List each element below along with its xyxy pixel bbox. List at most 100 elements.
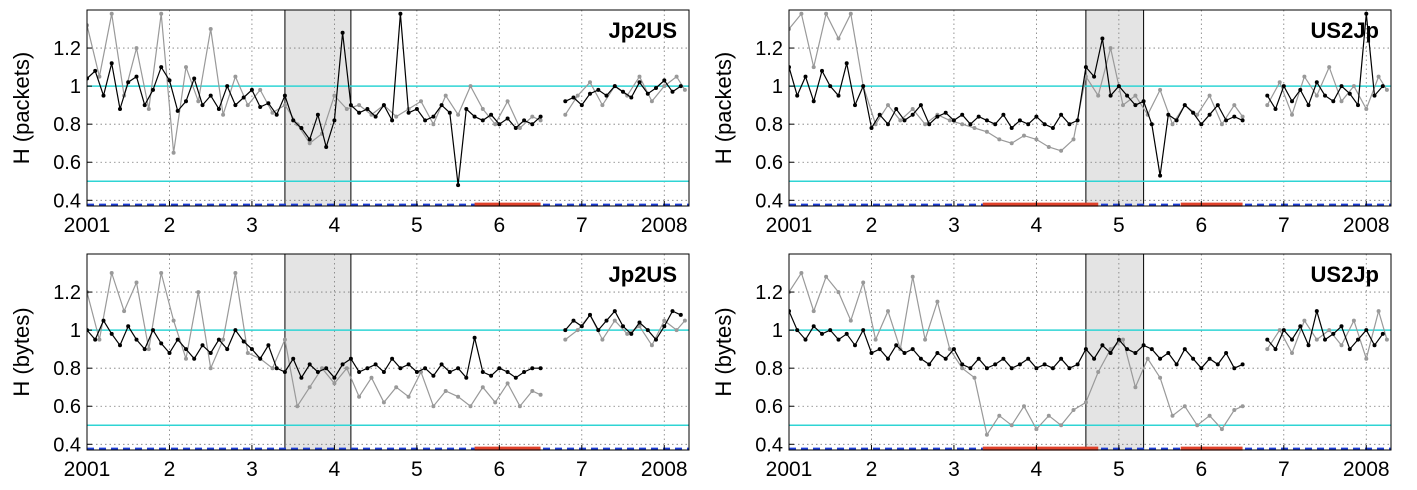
data-point-gray	[1277, 80, 1282, 85]
data-point-black	[894, 343, 899, 348]
data-point-black	[1347, 91, 1352, 96]
data-point-black	[398, 11, 403, 16]
data-point-black	[877, 112, 882, 117]
data-point-gray	[836, 290, 841, 295]
data-point-gray	[456, 394, 461, 399]
data-point-gray	[134, 46, 139, 51]
data-point-gray	[1290, 112, 1294, 117]
data-point-gray	[1314, 337, 1319, 342]
x-tick-label: 7	[576, 214, 588, 237]
data-point-black	[1009, 366, 1014, 371]
data-point-black	[381, 103, 386, 108]
data-point-black	[192, 356, 197, 361]
y-tick-label: 0.8	[755, 114, 783, 136]
data-point-black	[530, 122, 535, 127]
data-point-black	[365, 107, 370, 111]
data-point-black	[456, 366, 461, 371]
data-point-black	[390, 356, 395, 361]
data-point-black	[604, 318, 609, 323]
y-tick-label: 1.2	[53, 38, 81, 60]
data-point-gray	[1121, 103, 1125, 108]
y-axis-label: H (packets)	[711, 52, 736, 164]
data-point-black	[836, 337, 841, 342]
data-point-black	[1125, 93, 1130, 98]
data-point-gray	[824, 11, 829, 16]
data-point-gray	[575, 93, 580, 98]
data-point-black	[886, 122, 890, 127]
data-point-black	[1298, 87, 1303, 92]
data-point-black	[357, 110, 362, 115]
data-point-black	[431, 373, 436, 378]
data-point-black	[1075, 362, 1080, 367]
data-point-black	[159, 341, 164, 346]
data-point-gray	[960, 122, 965, 127]
data-point-black	[505, 370, 510, 374]
data-point-black	[654, 337, 658, 342]
data-point-gray	[1232, 103, 1237, 108]
data-point-black	[861, 328, 866, 333]
data-point-black	[1356, 337, 1360, 342]
data-point-black	[894, 107, 899, 111]
data-point-black	[447, 110, 452, 115]
data-point-black	[315, 112, 320, 117]
data-point-black	[1050, 126, 1055, 130]
data-point-gray	[1195, 423, 1200, 428]
plot-frame	[86, 253, 690, 451]
data-point-black	[373, 362, 378, 367]
data-point-black	[596, 328, 601, 333]
data-point-black	[968, 122, 973, 127]
data-point-black	[118, 107, 122, 111]
data-point-black	[200, 343, 205, 348]
y-tick-label: 0.6	[755, 152, 783, 174]
data-point-black	[579, 324, 584, 329]
data-point-black	[678, 312, 683, 317]
chart-panel-2: 2001 2 3 4 5 6 7 2008 0.4 0.6 0.8 1 1.2 H (packets) US…	[711, 9, 1392, 237]
data-point-black	[167, 351, 172, 355]
data-point-black	[563, 99, 568, 104]
data-point-black	[151, 328, 155, 333]
data-point-gray	[1133, 93, 1138, 98]
data-point-gray	[394, 114, 399, 119]
data-point-gray	[171, 150, 176, 155]
x-tick-label: 3	[948, 214, 960, 237]
data-point-black	[241, 95, 246, 100]
chart-panel-1: 2001 2 3 4 5 6 7 2008 0.4 0.6 0.8 1 1.2 H (packets) Jp…	[9, 9, 690, 237]
panel-title: Jp2US	[609, 18, 677, 43]
data-point-gray	[221, 112, 226, 117]
data-point-black	[249, 87, 254, 92]
data-point-black	[935, 114, 940, 119]
data-point-gray	[1376, 309, 1381, 314]
data-point-gray	[1133, 385, 1138, 390]
data-point-black	[505, 116, 510, 121]
data-point-black	[1017, 362, 1022, 367]
data-point-black	[348, 103, 353, 108]
data-point-black	[414, 107, 419, 111]
data-point-gray	[972, 126, 977, 130]
data-point-black	[200, 103, 205, 108]
data-point-black	[1125, 347, 1130, 352]
data-point-black	[571, 95, 576, 100]
data-point-black	[357, 370, 362, 374]
data-point-black	[274, 112, 279, 117]
data-point-gray	[159, 11, 164, 16]
data-point-black	[142, 347, 147, 352]
data-point-gray	[332, 93, 337, 98]
data-point-gray	[505, 99, 510, 104]
data-point-black	[993, 122, 998, 127]
data-point-black	[1380, 331, 1385, 336]
data-point-gray	[824, 274, 829, 279]
data-point-black	[1182, 347, 1187, 352]
data-point-black	[621, 89, 625, 94]
chart-panel-4: 2001 2 3 4 5 6 7 2008 0.4 0.6 0.8 1 1.2 H (bytes) US2J…	[711, 253, 1392, 481]
data-point-gray	[612, 318, 617, 323]
y-axis-label: H (bytes)	[9, 307, 34, 396]
data-point-black	[1314, 309, 1319, 314]
data-point-gray	[799, 271, 804, 275]
data-point-black	[968, 366, 973, 371]
data-point-gray	[1314, 93, 1319, 98]
series-line-gray	[789, 11, 1244, 152]
data-point-black	[101, 318, 106, 323]
data-point-black	[951, 347, 956, 352]
data-point-gray	[649, 99, 654, 104]
